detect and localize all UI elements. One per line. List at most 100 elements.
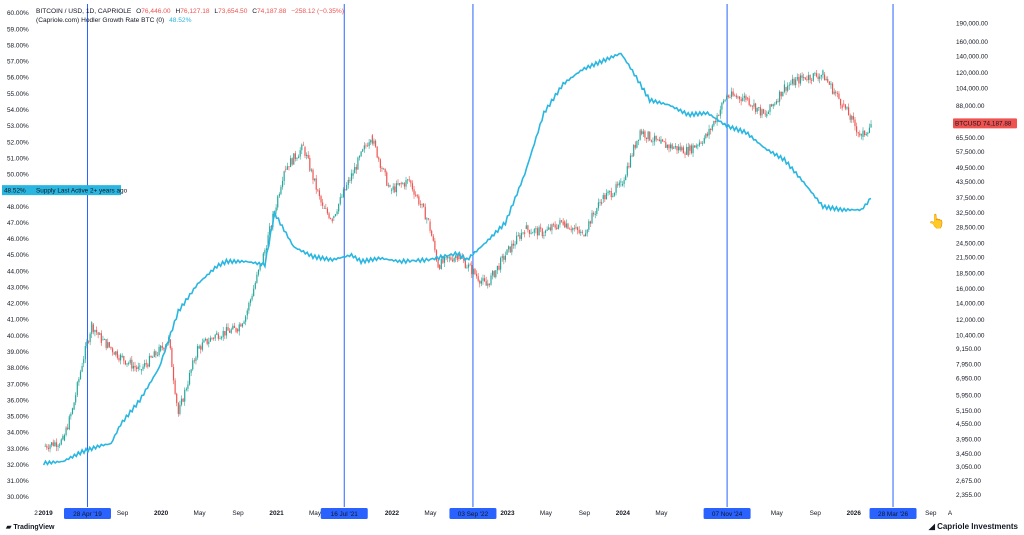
- price-candles: [44, 69, 872, 453]
- candle-body: [740, 99, 742, 102]
- candle-body: [833, 91, 835, 94]
- candle-body: [482, 278, 484, 281]
- candle-body: [692, 145, 694, 154]
- candle-body: [775, 101, 778, 104]
- candle-body: [222, 330, 224, 338]
- candle-body: [647, 131, 649, 140]
- candle-body: [158, 346, 160, 356]
- candle-body: [439, 265, 441, 269]
- candle-body: [543, 235, 545, 237]
- candle-body: [160, 345, 162, 351]
- candle-body: [179, 404, 181, 414]
- right-tick-label: 2,355.00: [956, 492, 981, 499]
- candle-body: [400, 183, 402, 184]
- candle-body: [201, 342, 203, 350]
- candle-body: [734, 95, 736, 97]
- candle-body: [310, 169, 313, 171]
- candle-body: [448, 257, 450, 259]
- candle-body: [156, 355, 159, 356]
- candle-body: [212, 338, 215, 339]
- indicator-name: (Capriole.com) Hodler Growth Rate BTC (0…: [36, 17, 165, 24]
- candle-body: [411, 183, 414, 190]
- candle-body: [240, 324, 242, 327]
- candle-body: [152, 357, 154, 358]
- candle-body: [819, 76, 821, 79]
- candle-body: [139, 365, 141, 367]
- left-tick-label: 56.00%: [7, 75, 29, 82]
- candle-body: [811, 79, 813, 81]
- tradingview-logo[interactable]: ▰ TradingView: [6, 523, 54, 531]
- candle-body: [346, 184, 348, 190]
- candle-body: [233, 325, 236, 328]
- candle-body: [570, 229, 572, 231]
- candle-body: [493, 271, 495, 278]
- candle-body: [506, 249, 508, 255]
- event-date-label: 28 Apr '19: [73, 511, 102, 518]
- candle-body: [150, 355, 152, 358]
- candle-body: [795, 79, 797, 86]
- candle-body: [148, 355, 151, 367]
- candle-body: [694, 145, 696, 148]
- candle-body: [868, 127, 871, 133]
- candle-body: [634, 144, 636, 148]
- right-tick-label: 28,500.00: [956, 224, 985, 231]
- candle-body: [413, 189, 415, 195]
- candle-body: [445, 256, 447, 258]
- candle-body: [527, 225, 529, 230]
- candle-body: [766, 113, 768, 117]
- candle-body: [326, 208, 329, 214]
- candle-body: [134, 365, 136, 368]
- candle-body: [807, 75, 810, 81]
- candle-body: [221, 337, 223, 339]
- candle-body: [105, 339, 107, 348]
- candle-body: [333, 216, 335, 219]
- candle-body: [471, 264, 473, 275]
- candle-body: [514, 244, 516, 246]
- candle-body: [535, 228, 537, 230]
- candle-body: [490, 275, 492, 285]
- candle-body: [67, 427, 69, 430]
- candle-body: [195, 357, 197, 361]
- indicator-value: 48.52%: [169, 17, 192, 24]
- candle-body: [681, 147, 683, 151]
- candle-body: [320, 196, 322, 203]
- candle-body: [633, 144, 635, 156]
- x-tick-label: May: [540, 510, 553, 517]
- candle-body: [84, 346, 86, 360]
- right-tick-label: 32,500.00: [956, 210, 985, 217]
- right-tick-label: 57,500.00: [956, 149, 985, 156]
- candle-body: [51, 442, 53, 446]
- x-tick-label: May: [194, 510, 207, 517]
- right-tick-label: 160,000.00: [956, 39, 988, 46]
- candle-body: [538, 227, 540, 236]
- candle-body: [86, 341, 88, 347]
- candle-body: [854, 119, 856, 127]
- left-tick-label: 47.00%: [7, 220, 29, 227]
- value-badges: 48.52% Supply Last Active 2+ years ago BTC…: [2, 118, 1017, 196]
- candle-body: [358, 156, 361, 158]
- candle-body: [309, 157, 311, 171]
- indicator-header[interactable]: (Capriole.com) Hodler Growth Rate BTC (0…: [36, 16, 194, 25]
- candle-body: [666, 144, 668, 148]
- right-tick-label: 120,000.00: [956, 70, 988, 77]
- candle-body: [305, 154, 308, 156]
- candle-body: [214, 334, 216, 339]
- candle-body: [62, 435, 64, 440]
- candle-body: [710, 128, 712, 131]
- candle-body: [455, 255, 457, 259]
- candle-body: [623, 180, 625, 184]
- candle-body: [278, 194, 280, 197]
- event-label-bg: [869, 508, 917, 519]
- x-tick-label: 2: [34, 510, 38, 517]
- right-tick-label: 140,000.00: [956, 53, 988, 60]
- hodl-value-badge: [2, 185, 33, 196]
- candle-body: [682, 147, 685, 154]
- candle-body: [645, 137, 648, 140]
- left-tick-label: 37.00%: [7, 381, 29, 388]
- candle-body: [241, 323, 244, 327]
- candle-body: [610, 191, 612, 198]
- left-tick-label: 36.00%: [7, 397, 29, 404]
- candle-body: [68, 416, 70, 430]
- candle-body: [318, 190, 321, 197]
- event-date-label: 16 Jul '21: [331, 511, 359, 518]
